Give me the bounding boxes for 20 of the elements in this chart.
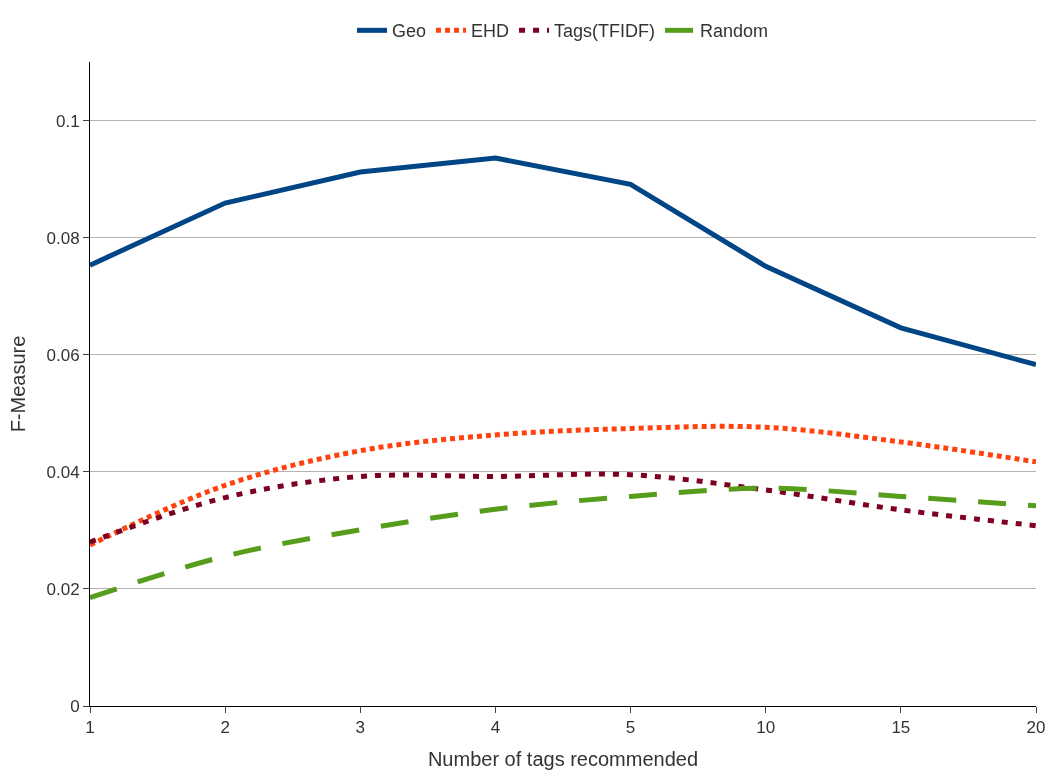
y-tick-label: 0.04: [46, 462, 80, 482]
y-tick-label: 0.1: [55, 111, 80, 131]
y-axis-title: F-Measure: [7, 335, 30, 433]
x-tick-label: 2: [220, 718, 230, 738]
x-tick-label: 3: [355, 718, 366, 738]
y-tick-label: 0: [70, 696, 80, 716]
y-tick-label: 0.06: [46, 345, 80, 365]
x-tick-label: 5: [625, 718, 636, 738]
legend-label: Geo: [392, 21, 427, 42]
y-tick-label: 0.08: [46, 228, 80, 248]
legend-label: Tags(TFIDF): [554, 21, 656, 42]
x-tick-label: 1: [85, 718, 95, 738]
x-tick-label: 20: [1026, 718, 1046, 738]
x-tick-label: 15: [891, 718, 911, 738]
x-tick-label: 10: [756, 718, 776, 738]
x-axis-title: Number of tags recommended: [427, 747, 699, 770]
x-tick-label: 4: [490, 718, 501, 738]
legend-label: EHD: [471, 21, 510, 42]
y-tick-label: 0.02: [46, 579, 80, 599]
legend-label: Random: [700, 21, 769, 42]
